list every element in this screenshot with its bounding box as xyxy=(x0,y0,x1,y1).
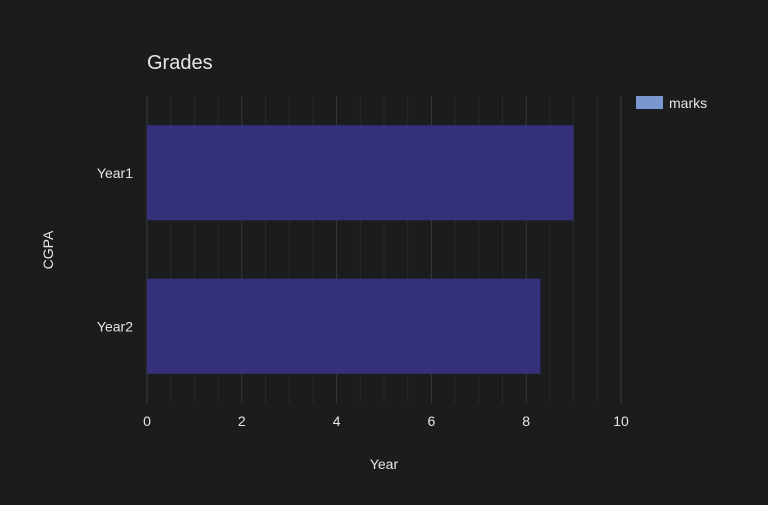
legend[interactable]: marks xyxy=(636,95,707,111)
legend-label: marks xyxy=(669,95,707,111)
x-tick-label: 4 xyxy=(333,413,341,429)
x-tick-label: 0 xyxy=(143,413,151,429)
x-axis-ticks: 0 2 4 6 8 10 xyxy=(143,413,629,429)
chart-title: Grades xyxy=(147,52,213,74)
x-tick-label: 2 xyxy=(238,413,246,429)
x-tick-label: 10 xyxy=(613,413,629,429)
y-axis-ticks: Year1 Year2 xyxy=(97,165,133,335)
x-tick-label: 6 xyxy=(428,413,436,429)
legend-swatch xyxy=(636,96,663,109)
x-tick-label: 8 xyxy=(522,413,530,429)
y-tick-label: Year2 xyxy=(97,318,133,334)
bars xyxy=(147,125,574,374)
bar-year1[interactable] xyxy=(147,125,574,221)
y-axis-label: CGPA xyxy=(40,230,56,269)
bar-year2[interactable] xyxy=(147,278,541,374)
x-axis-label: Year xyxy=(370,456,399,472)
y-tick-label: Year1 xyxy=(97,165,133,181)
